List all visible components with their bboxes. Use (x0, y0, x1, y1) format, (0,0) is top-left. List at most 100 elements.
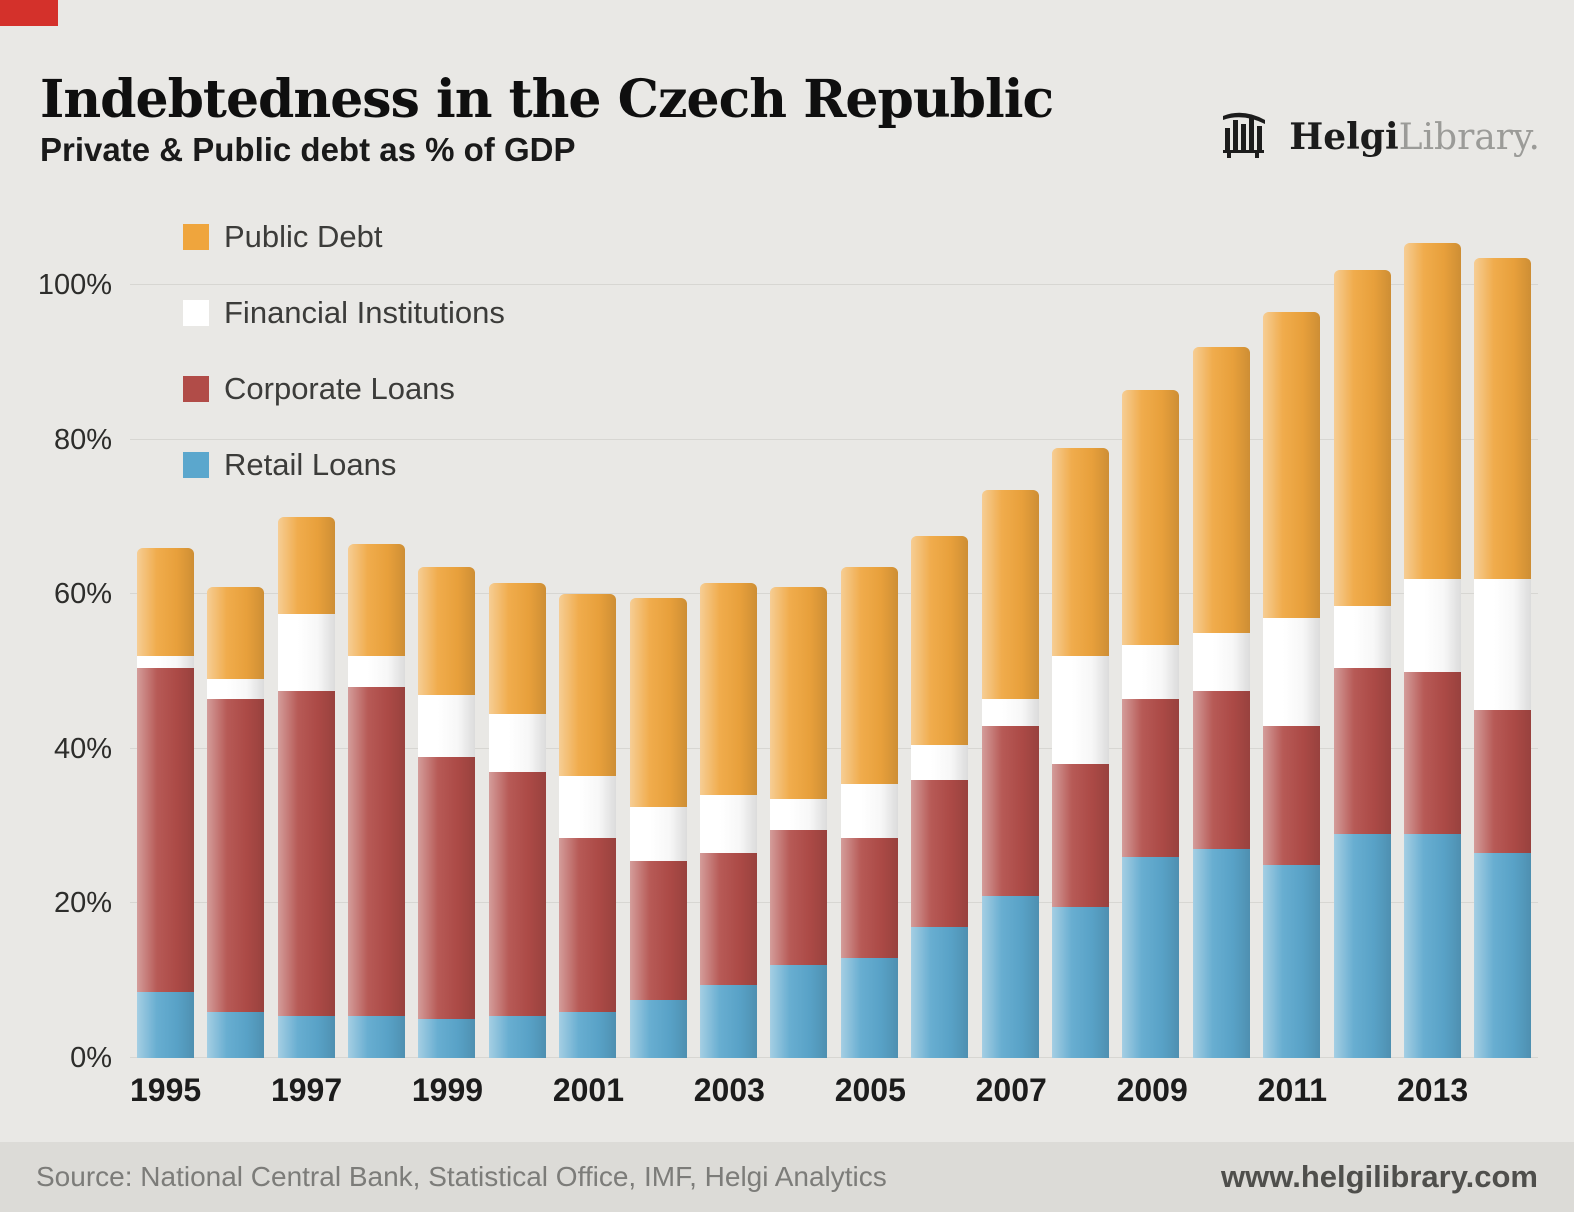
segment-retail-loans (1051, 907, 1109, 1058)
segment-public-debt (1122, 389, 1180, 645)
x-tick-label: 2011 (1257, 1072, 1328, 1108)
x-tick-slot-2006 (906, 1072, 976, 1118)
segment-public-debt (981, 490, 1039, 699)
bar-2013 (1404, 242, 1462, 1059)
x-tick-slot-1997: 1997 (271, 1072, 342, 1118)
x-tick-label: 1995 (130, 1072, 202, 1108)
logo-text-bold: Helgi (1289, 115, 1399, 158)
bars-container (130, 208, 1538, 1059)
legend-label: Corporate Loans (224, 371, 455, 406)
segment-corporate-loans (1404, 671, 1462, 834)
segment-financial-institutions (1263, 617, 1321, 726)
corner-accent (0, 0, 58, 26)
page-title: Indebtedness in the Czech Republic (40, 68, 1054, 130)
x-tick-slot-2012 (1327, 1072, 1397, 1118)
segment-retail-loans (1192, 849, 1250, 1058)
bar-slot-2010 (1186, 208, 1256, 1058)
bar-1997 (277, 517, 335, 1058)
segment-financial-institutions (1051, 656, 1109, 765)
helgi-logo-text: HelgiLibrary. (1289, 116, 1540, 158)
bar-slot-2005 (834, 208, 904, 1058)
segment-corporate-loans (207, 698, 265, 1012)
x-tick-slot-2009: 2009 (1117, 1072, 1188, 1118)
segment-public-debt (559, 594, 617, 776)
segment-public-debt (418, 567, 476, 695)
segment-retail-loans (136, 992, 194, 1058)
bar-slot-2007 (975, 208, 1045, 1058)
segment-financial-institutions (1404, 578, 1462, 672)
x-tick-slot-2013: 2013 (1397, 1072, 1468, 1118)
y-tick-label: 20% (53, 887, 112, 920)
bar-2010 (1192, 347, 1250, 1058)
x-tick-slot-2014 (1468, 1072, 1538, 1118)
segment-corporate-loans (1122, 698, 1180, 858)
bar-2002 (629, 598, 687, 1058)
bar-2006 (911, 536, 969, 1058)
x-axis-labels: 1995 1997 1999 2001 2003 2005 2007 2009 2011 2013 (130, 1072, 1538, 1118)
segment-retail-loans (840, 957, 898, 1058)
bar-2005 (840, 567, 898, 1058)
y-tick-label: 80% (53, 423, 112, 456)
segment-retail-loans (1474, 853, 1532, 1058)
x-tick-slot-2003: 2003 (694, 1072, 765, 1118)
segment-financial-institutions (1192, 633, 1250, 691)
x-tick-slot-2004 (765, 1072, 835, 1118)
footer: Source: National Central Bank, Statistic… (0, 1142, 1574, 1212)
x-tick-slot-1995: 1995 (130, 1072, 201, 1118)
x-tick-slot-2008 (1047, 1072, 1117, 1118)
bar-slot-1995 (130, 208, 200, 1058)
x-tick-label: 2007 (975, 1072, 1047, 1108)
y-tick-label: 60% (53, 578, 112, 611)
legend-item-retail-loans: Retail Loans (183, 447, 505, 482)
legend-swatch-icon (183, 452, 209, 478)
plot-area (130, 208, 1538, 1059)
bar-2001 (559, 594, 617, 1058)
segment-corporate-loans (277, 690, 335, 1016)
segment-corporate-loans (629, 860, 687, 1001)
segment-financial-institutions (629, 806, 687, 861)
segment-retail-loans (981, 895, 1039, 1058)
bar-slot-2003 (693, 208, 763, 1059)
bar-slot-2001 (552, 208, 622, 1058)
x-tick-label: 2003 (693, 1072, 765, 1108)
x-tick-slot-2011: 2011 (1258, 1072, 1328, 1118)
segment-corporate-loans (559, 837, 617, 1012)
segment-corporate-loans (418, 756, 476, 1020)
bar-slot-1996 (200, 208, 270, 1059)
segment-public-debt (488, 582, 546, 715)
bar-2003 (699, 582, 757, 1059)
segment-public-debt (1051, 447, 1109, 657)
bar-2004 (770, 586, 828, 1059)
bar-slot-1999 (412, 208, 482, 1058)
helgi-logo: HelgiLibrary. (1221, 110, 1540, 163)
bar-2014 (1474, 258, 1532, 1058)
bar-slot-2000 (482, 208, 552, 1059)
segment-corporate-loans (1333, 667, 1391, 834)
segment-financial-institutions (840, 783, 898, 838)
segment-retail-loans (418, 1019, 476, 1058)
legend-label: Retail Loans (224, 447, 397, 482)
bar-1995 (136, 548, 194, 1058)
page-subtitle: Private & Public debt as % of GDP (40, 131, 576, 168)
bar-slot-1997 (271, 208, 341, 1058)
segment-public-debt (1404, 242, 1462, 579)
gridline-40 (130, 747, 1538, 749)
x-tick-slot-2005: 2005 (835, 1072, 906, 1118)
segment-financial-institutions (488, 714, 546, 773)
gridline-20 (130, 902, 1538, 904)
segment-corporate-loans (1192, 690, 1250, 850)
segment-corporate-loans (840, 837, 898, 958)
gridline-0 (130, 1057, 1538, 1058)
segment-public-debt (911, 536, 969, 746)
bar-slot-2011 (1257, 208, 1327, 1058)
segment-public-debt (770, 586, 828, 800)
segment-public-debt (840, 567, 898, 784)
legend-swatch-icon (183, 376, 209, 402)
segment-retail-loans (347, 1015, 405, 1058)
x-tick-label: 2009 (1116, 1072, 1188, 1108)
website-text: www.helgilibrary.com (1221, 1159, 1538, 1194)
x-tick-label: 1997 (270, 1072, 343, 1108)
segment-retail-loans (207, 1011, 265, 1058)
x-tick-label: 2001 (552, 1072, 624, 1108)
segment-public-debt (277, 517, 335, 614)
